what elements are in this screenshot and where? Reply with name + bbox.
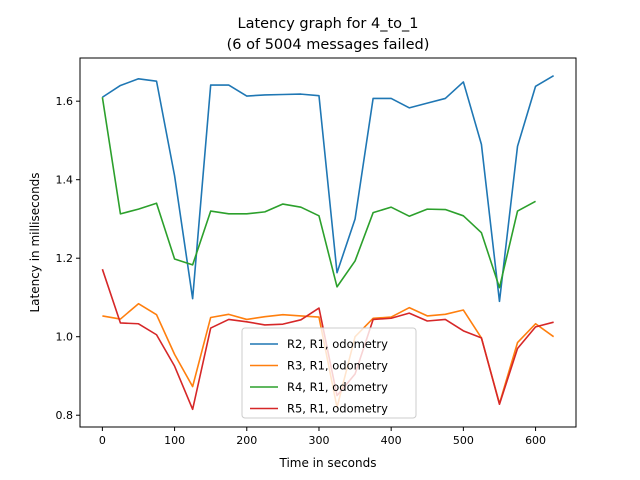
legend: R2, R1, odometry R3, R1, odometry R4, R1, … — [241, 327, 417, 419]
legend-label-2: R3, R1, odometry — [287, 359, 388, 373]
x-tick-label: 0 — [99, 434, 106, 447]
x-axis-label: Time in seconds — [279, 456, 377, 470]
series-line-1 — [101, 74, 555, 303]
x-tick-label: 600 — [525, 434, 546, 447]
chart-title: Latency graph for 4_to_1 — [237, 16, 418, 32]
plot-frame — [79, 57, 577, 428]
series-line-3 — [101, 97, 536, 289]
y-tick-label: 1.6 — [56, 95, 74, 108]
x-tick-label: 200 — [236, 434, 257, 447]
x-tick-label: 100 — [164, 434, 185, 447]
x-tick-label: 500 — [453, 434, 474, 447]
y-tick-label: 1.2 — [56, 252, 74, 265]
y-tick-label: 1.4 — [56, 174, 74, 187]
x-tick-label: 400 — [381, 434, 402, 447]
legend-label-3: R4, R1, odometry — [287, 380, 388, 394]
chart-subtitle: (6 of 5004 messages failed) — [227, 37, 430, 53]
y-axis-ticks: 0.8 1.0 1.2 1.4 1.6 — [56, 95, 80, 422]
x-tick-label: 300 — [308, 434, 329, 447]
legend-label-1: R2, R1, odometry — [287, 337, 388, 351]
y-axis-label: Latency in milliseconds — [28, 172, 42, 312]
series-layer — [101, 74, 555, 411]
x-axis-ticks: 0 100 200 300 400 500 600 — [99, 427, 546, 447]
legend-box — [241, 327, 417, 419]
y-tick-label: 0.8 — [56, 409, 74, 422]
legend-label-4: R5, R1, odometry — [287, 402, 388, 416]
y-tick-label: 1.0 — [56, 331, 74, 344]
